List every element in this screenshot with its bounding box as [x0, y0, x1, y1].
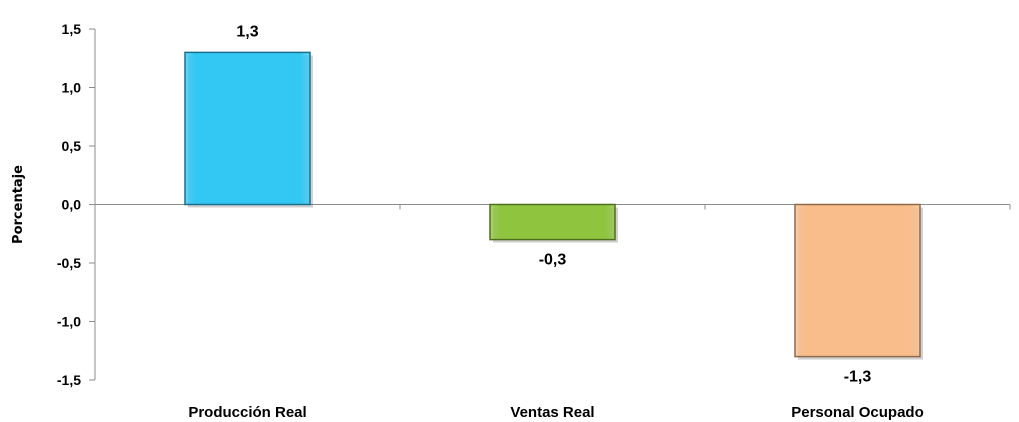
data-label: -0,3: [539, 252, 567, 269]
x-category-label: Producción Real: [188, 404, 306, 421]
data-labels: 1,3 -0,3 -1,3: [236, 23, 871, 385]
bar: [794, 203, 921, 358]
y-tick-label: -0,5: [57, 255, 81, 271]
y-tick-label: 1,0: [62, 80, 82, 96]
y-tick-label: 1,5: [62, 21, 82, 37]
data-label: 1,3: [236, 23, 258, 40]
bar: [184, 51, 311, 206]
y-axis-title: Porcentaje: [11, 165, 26, 244]
y-tick-label: -1,0: [57, 314, 81, 330]
y-tick-label: 0,5: [62, 138, 82, 154]
bar: [489, 203, 616, 241]
x-category-label: Personal Ocupado: [791, 404, 924, 421]
y-tick-label: -1,5: [57, 372, 81, 388]
data-label: -1,3: [844, 369, 872, 386]
bars: [184, 51, 923, 360]
y-axis: 1,5 1,0 0,5 0,0 -0,5 -1,0 -1,5: [57, 21, 96, 388]
x-category-label: Ventas Real: [510, 404, 594, 421]
y-tick-label: 0,0: [62, 197, 82, 213]
